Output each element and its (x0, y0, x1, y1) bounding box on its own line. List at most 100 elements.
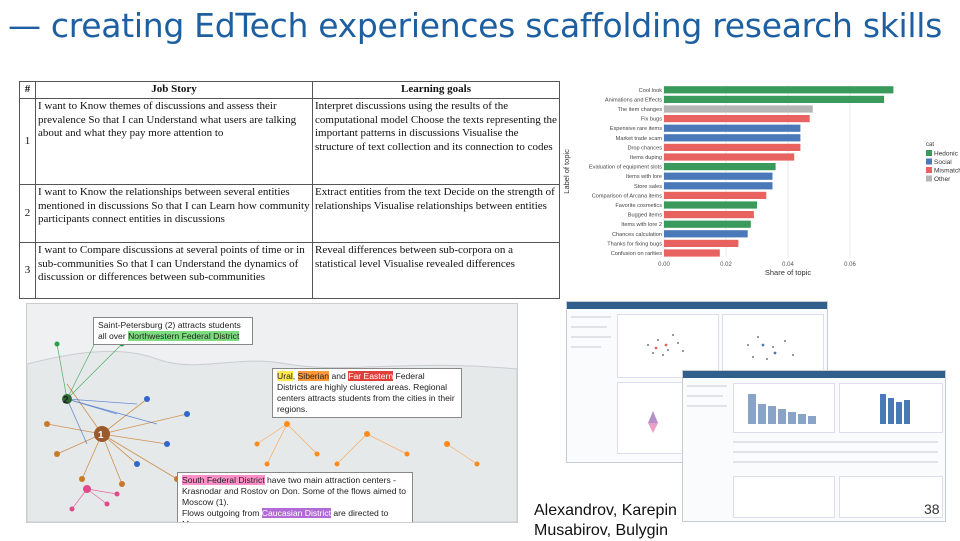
dashboard-screenshot-front (682, 370, 946, 522)
topic-share-chart: 0.00 0.02 0.04 0.06 Cool look Animations and … (562, 85, 960, 277)
y-tick-label: Cool look (639, 88, 663, 94)
legend-swatch (926, 175, 932, 182)
row-num: 3 (19, 242, 36, 299)
page-number: 38 (924, 501, 940, 517)
y-tick-label: Animations and Effects (605, 97, 662, 103)
legend-title: cat (926, 142, 934, 148)
ural-text: Federal Districts are highly clustered a… (277, 371, 455, 414)
y-tick-label: Items with lore 2 (621, 222, 662, 228)
y-tick-label: Store sales (634, 184, 662, 190)
bar (664, 211, 754, 219)
flows-text-a: Flows outgoing from (182, 508, 262, 518)
bar (664, 239, 739, 247)
y-tick-label: Drop chances (627, 145, 662, 151)
table-pane-2 (839, 476, 943, 518)
table-row: 3 I want to Compare discussions at sever… (19, 242, 560, 299)
legend-entry: Other (934, 176, 951, 183)
ural-sep-1: , (292, 371, 298, 381)
header-job-story: Job Story (35, 81, 313, 99)
y-tick-label: Evaluation of equipment slots (589, 165, 662, 171)
bar (664, 191, 767, 199)
x-axis-label: Share of topic (765, 268, 812, 277)
table-row: 2 I want to Know the relationships betwe… (19, 184, 560, 243)
y-tick-label: Items duping (630, 155, 662, 161)
bar (664, 182, 773, 190)
y-tick-label: Comparison of Arcana items (592, 193, 662, 199)
spb-highlight: Northwestern Federal District (128, 331, 240, 341)
job-story-table: # Job Story Learning goals 1 I want to K… (19, 81, 560, 299)
y-axis-label: Label of topic (562, 149, 571, 194)
x-tick-label: 0.00 (658, 262, 670, 268)
moscow-node (94, 426, 110, 442)
table-row: 1 I want to Know themes of discussions a… (19, 98, 560, 185)
bar (664, 172, 773, 180)
row-story: I want to Know themes of discussions and… (35, 98, 313, 185)
bar (664, 143, 801, 151)
header-num: # (19, 81, 36, 99)
x-tick-label: 0.02 (720, 262, 732, 268)
authors: Alexandrov, Karepin Musabirov, Bulygin (534, 501, 677, 541)
dashboard-header-bar (567, 302, 827, 309)
legend-entry: Mismatch (934, 168, 960, 175)
south-text: have two main attraction centers - Krasn… (182, 475, 407, 507)
bar (664, 220, 751, 228)
bar (664, 95, 885, 103)
y-tick-label: Chances calculation (612, 232, 662, 238)
flows-text-b: are directed to Moscow. (182, 508, 389, 522)
bar (664, 230, 748, 238)
spb-text: Saint-Petersburg (2) attracts students a… (98, 320, 241, 341)
bar (664, 134, 801, 142)
x-tick-label: 0.06 (844, 262, 856, 268)
histogram-pane (733, 383, 835, 433)
legend-entry: Social (934, 159, 952, 166)
legend-swatch (926, 167, 932, 173)
row-goals: Extract entities from the text Decide on… (312, 184, 560, 243)
siberian-highlight: Siberian (297, 371, 330, 381)
map-label-2: 2 (63, 395, 69, 406)
x-tick-label: 0.04 (782, 262, 794, 268)
bar (664, 249, 720, 257)
bar (664, 153, 795, 161)
caucasian-highlight: Caucasian District (261, 508, 332, 518)
row-num: 1 (19, 98, 36, 185)
small-chart-pane (617, 382, 689, 454)
y-tick-label: Thanks for fixing bugs (607, 241, 662, 247)
ural-annotation: Ural, Siberian and Far Eastern Federal D… (272, 368, 462, 418)
bar (664, 86, 894, 94)
bar (664, 124, 801, 132)
authors-line-1: Alexandrov, Karepin (534, 502, 677, 519)
bar (664, 163, 776, 171)
table-pane-1 (733, 476, 835, 518)
row-num: 2 (19, 184, 36, 243)
row-story: I want to Compare discussions at several… (35, 242, 313, 299)
far-eastern-highlight: Far Eastern (348, 371, 394, 381)
legend-entry: Hedonic (934, 151, 959, 158)
y-tick-label: Confusion on rarities (611, 251, 663, 257)
row-goals: Interpret discussions using the results … (312, 98, 560, 185)
y-tick-label: Expensive rare items (610, 126, 662, 132)
legend-swatch (926, 158, 932, 165)
south-annotation: South Federal District have two main att… (177, 472, 413, 522)
row-goals: Reveal differences between sub-corpora o… (312, 242, 560, 299)
dashboard-front-header-bar (683, 371, 945, 378)
y-tick-label: Items with lore (626, 174, 662, 180)
table-header-row: # Job Story Learning goals (19, 81, 560, 99)
bar (664, 105, 813, 113)
ural-highlight: Ural (277, 371, 293, 381)
bar-pane (839, 383, 943, 433)
row-story: I want to Know the relationships between… (35, 184, 313, 243)
y-tick-label: Bugged items (628, 213, 662, 219)
y-tick-label: Fix bugs (641, 117, 662, 123)
y-tick-label: The item changes (618, 107, 663, 113)
header-learning-goals: Learning goals (312, 81, 560, 99)
ural-sep-2: and (329, 371, 349, 381)
legend-swatch (926, 150, 932, 156)
y-tick-label: Favorite cosmetics (615, 203, 662, 209)
scatter-pane-1 (617, 314, 719, 378)
student-flows-map: 2 1 Saint-Petersburg (2) attracts studen… (26, 303, 518, 523)
map-label-1: 1 (98, 430, 104, 441)
spb-annotation: Saint-Petersburg (2) attracts students a… (93, 317, 253, 345)
authors-line-2: Musabirov, Bulygin (534, 522, 668, 539)
scatter-pane-2 (722, 314, 824, 378)
slide-title: — creating EdTech experiences scaffoldin… (8, 6, 943, 45)
